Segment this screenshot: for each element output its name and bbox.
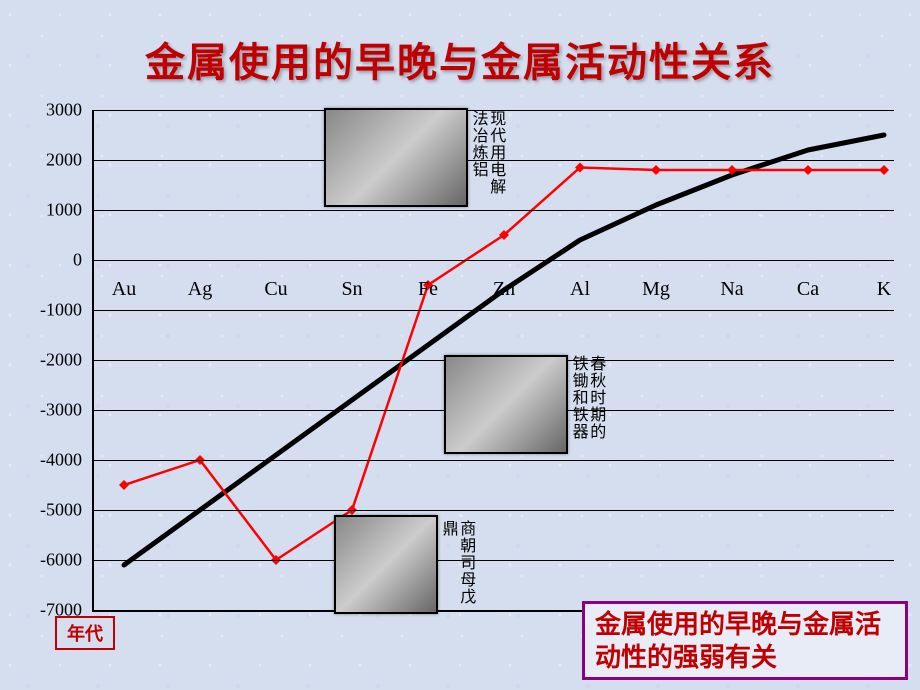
y-tick-label: -2000 bbox=[40, 350, 82, 371]
y-tick-label: 3000 bbox=[46, 100, 82, 121]
info-caption-box: 金属使用的早晚与金属活动性的强弱有关 bbox=[582, 601, 908, 680]
y-tick-label: -4000 bbox=[40, 450, 82, 471]
gridline bbox=[94, 510, 894, 511]
x-category-label: Sn bbox=[341, 278, 362, 301]
y-tick-label: -6000 bbox=[40, 550, 82, 571]
slide: 金属使用的早晚与金属活动性关系 3000 2000 1000 0 -1000 -2000 -… bbox=[0, 0, 920, 690]
y-tick-label: 0 bbox=[73, 250, 82, 271]
x-category-label: Mg bbox=[642, 278, 670, 301]
data-marker bbox=[879, 165, 889, 175]
data-marker bbox=[119, 480, 129, 490]
data-marker bbox=[651, 165, 661, 175]
data-marker bbox=[575, 163, 585, 173]
x-category-label: Al bbox=[570, 278, 590, 301]
gridline bbox=[94, 210, 894, 211]
chart: 3000200010000-1000-2000-3000-4000-5000-6… bbox=[20, 110, 900, 620]
x-category-label: Fe bbox=[418, 278, 438, 301]
gridline bbox=[94, 460, 894, 461]
embedded-image bbox=[334, 515, 438, 614]
y-tick-label: 2000 bbox=[46, 150, 82, 171]
data-marker bbox=[727, 165, 737, 175]
embedded-image bbox=[324, 108, 468, 207]
x-category-label: Ag bbox=[188, 278, 212, 301]
x-category-label: Na bbox=[720, 278, 743, 301]
y-tick-label: -1000 bbox=[40, 300, 82, 321]
slide-title: 金属使用的早晚与金属活动性关系 bbox=[0, 30, 920, 88]
gridline bbox=[94, 310, 894, 311]
x-category-label: Zn bbox=[493, 278, 515, 301]
plot-area: Au Ag Cu Sn Fe Zn Al Mg Na Ca K 现代用电解法冶炼铝春秋时期的铁锄和铁器… bbox=[92, 110, 894, 612]
x-category-label: K bbox=[877, 278, 891, 301]
data-marker bbox=[803, 165, 813, 175]
image-caption: 现代用电解法冶炼铝 bbox=[469, 110, 504, 205]
image-caption: 春秋时期的铁锄和铁器 bbox=[569, 355, 604, 450]
x-category-label: Cu bbox=[264, 278, 287, 301]
data-marker bbox=[499, 230, 509, 240]
y-tick-label: -5000 bbox=[40, 500, 82, 521]
y-tick-label: -3000 bbox=[40, 400, 82, 421]
x-category-label: Au bbox=[112, 278, 136, 301]
y-axis-labels: 3000200010000-1000-2000-3000-4000-5000-6… bbox=[20, 110, 90, 620]
gridline bbox=[94, 560, 894, 561]
image-caption: 商朝司母戊鼎 bbox=[439, 520, 474, 615]
embedded-image bbox=[444, 355, 568, 454]
x-category-label: Ca bbox=[797, 278, 819, 301]
gridline bbox=[94, 260, 894, 261]
era-label-box: 年代 bbox=[55, 616, 115, 650]
y-tick-label: 1000 bbox=[46, 200, 82, 221]
